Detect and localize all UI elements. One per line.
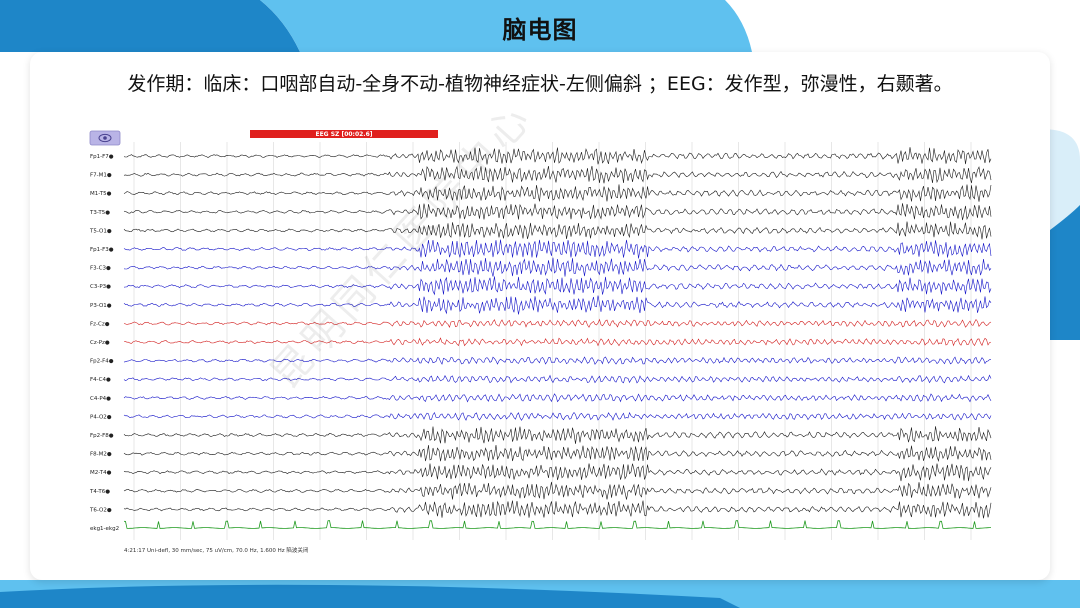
channel-trace	[123, 165, 992, 184]
channel-label: C4-P4●	[90, 396, 111, 402]
event-marker-bar[interactable]	[250, 130, 438, 138]
channel-trace	[123, 276, 992, 296]
channel-label: T6-O2●	[89, 507, 112, 513]
channel-labels: Fp1-F7● F7-M1● M1-T5● T3-T5● T5-O1● Fp1-F3● F3…	[89, 154, 119, 532]
channel-trace	[123, 426, 992, 444]
channel-label: F8-M2●	[90, 452, 112, 458]
eeg-chart: EEG SZ [00:02.6] Fp1-F7● F7-M1● M1-T5● T3-T…	[88, 128, 993, 555]
channel-traces	[123, 147, 992, 529]
status-bar-text: 4:21:17 Uni-defl, 30 mm/sec, 75 uV/cm, 7…	[124, 546, 308, 554]
slide-title: 脑电图	[502, 16, 578, 44]
channel-trace	[123, 184, 992, 202]
channel-label: Fz-Cz●	[90, 321, 110, 327]
channel-trace	[123, 203, 992, 221]
channel-trace	[123, 481, 992, 500]
channel-label: M1-T5●	[90, 191, 112, 197]
channel-trace	[123, 318, 992, 329]
channel-label: M2-T4●	[90, 470, 112, 476]
channel-trace	[123, 520, 991, 529]
channel-label: Fp1-F7●	[90, 154, 114, 160]
channel-label: C3-P3●	[90, 284, 111, 290]
channel-trace	[123, 221, 992, 240]
channel-label: ekg1-ekg2	[90, 526, 119, 532]
channel-trace	[123, 411, 992, 421]
channel-label: F4-C4●	[90, 377, 111, 383]
channel-trace	[123, 444, 992, 462]
channel-trace	[123, 374, 992, 384]
channel-trace	[123, 295, 992, 315]
toolbar-eye-button[interactable]	[89, 130, 121, 146]
event-marker-label: EEG SZ [00:02.6]	[315, 131, 372, 138]
channel-label: Fp2-F4●	[90, 359, 114, 365]
channel-trace	[123, 257, 992, 277]
channel-label: T5-O1●	[89, 228, 112, 234]
channel-trace	[123, 337, 992, 347]
channel-label: Fp2-F8●	[90, 433, 114, 439]
channel-trace	[123, 239, 992, 259]
channel-trace	[123, 463, 992, 482]
channel-trace	[123, 356, 992, 365]
channel-label: F3-C3●	[90, 266, 111, 272]
channel-trace	[123, 147, 992, 165]
channel-label: P3-O1●	[90, 303, 112, 309]
slide-caption: 发作期：临床：口咽部自动-全身不动-植物神经症状-左侧偏斜 ；EEG：发作型，弥…	[127, 73, 953, 95]
channel-label: P4-O2●	[90, 414, 112, 420]
channel-trace	[123, 393, 992, 403]
eye-icon	[98, 133, 112, 143]
channel-label: F7-M1●	[90, 173, 112, 179]
channel-label: Cz-Pz●	[90, 340, 110, 346]
eeg-viewer[interactable]: EEG SZ [00:02.6] Fp1-F7● F7-M1● M1-T5● T3-T…	[88, 128, 993, 555]
channel-label: T4-T6●	[89, 489, 110, 495]
channel-trace	[123, 500, 992, 519]
channel-label: Fp1-F3●	[90, 247, 114, 253]
channel-label: T3-T5●	[89, 210, 110, 216]
